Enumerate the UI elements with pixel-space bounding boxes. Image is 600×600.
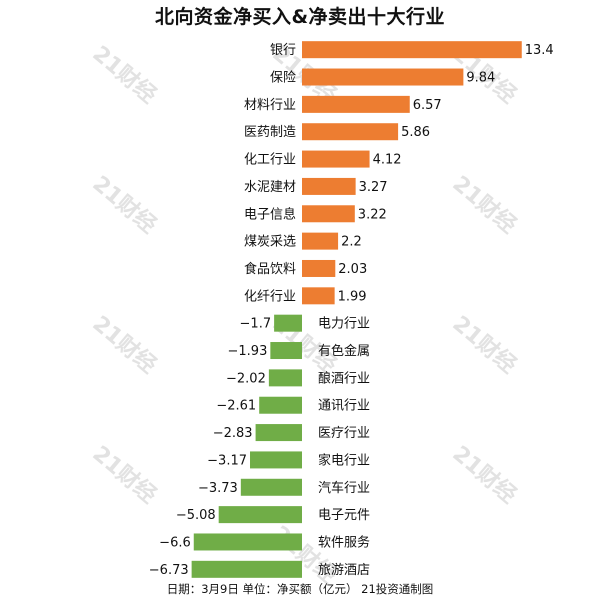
bar-negative xyxy=(259,396,302,414)
bar-negative xyxy=(255,424,302,442)
bar-positive xyxy=(302,150,370,168)
bar-negative xyxy=(240,478,302,496)
bar-negative xyxy=(218,506,302,524)
value-label: −2.61 xyxy=(216,399,256,414)
category-label: 化纤行业 xyxy=(244,289,296,304)
value-label: −5.08 xyxy=(176,508,216,523)
value-label: −1.93 xyxy=(228,344,268,359)
category-label: 旅游酒店 xyxy=(318,563,370,578)
value-label: 13.4 xyxy=(525,43,554,58)
chart-title: 北向资金净买入&净卖出十大行业 xyxy=(154,6,446,28)
bar-positive xyxy=(302,259,336,277)
category-label: 医疗行业 xyxy=(318,426,370,441)
category-label: 酿酒行业 xyxy=(318,370,370,386)
bar-negative xyxy=(193,533,302,551)
value-label: 9.84 xyxy=(466,71,495,86)
value-label: −2.02 xyxy=(226,371,266,386)
bar-negative xyxy=(250,451,302,469)
category-label: 医药制造 xyxy=(244,125,296,140)
watermark-text: 21财经 xyxy=(88,441,162,509)
bar-negative xyxy=(274,314,302,332)
value-label: 3.27 xyxy=(359,180,388,195)
bar-negative xyxy=(191,560,302,578)
value-label: 6.57 xyxy=(413,98,442,113)
watermark-text: 21财经 xyxy=(88,41,162,109)
value-label: −3.17 xyxy=(207,453,247,468)
footer-note: 日期：3月9日 单位：净买额（亿元） 21投资通制图 xyxy=(166,582,434,596)
bar-positive xyxy=(302,232,339,250)
category-label: 通讯行业 xyxy=(318,399,370,414)
bars-layer: 银行 13.4 保险 9.84 材料行业 6.57 医药制造 5.86 化工行业 4.12 水泥建材… xyxy=(149,41,554,578)
watermark-text: 21财经 xyxy=(448,171,522,239)
watermark-text: 21财经 xyxy=(88,171,162,239)
bar-positive xyxy=(302,95,410,113)
category-label: 家电行业 xyxy=(318,452,370,468)
bar-positive xyxy=(302,123,399,141)
value-label: −6.6 xyxy=(159,535,191,550)
category-label: 电子信息 xyxy=(244,206,296,222)
category-label: 电力行业 xyxy=(318,317,370,332)
watermark-text: 21财经 xyxy=(268,521,342,589)
category-label: 材料行业 xyxy=(244,98,296,113)
category-label: 化工行业 xyxy=(244,153,296,168)
value-label: 2.2 xyxy=(341,235,362,250)
category-label: 软件服务 xyxy=(318,534,370,550)
category-label: 有色金属 xyxy=(318,343,370,359)
category-label: 汽车行业 xyxy=(318,480,370,496)
watermark-text: 21财经 xyxy=(448,311,522,379)
watermark-text: 21财经 xyxy=(448,441,522,509)
value-label: 3.22 xyxy=(358,207,387,222)
watermark-text: 21财经 xyxy=(88,311,162,379)
bar-positive xyxy=(302,287,335,305)
value-label: −6.73 xyxy=(149,563,189,578)
bar-positive xyxy=(302,41,522,59)
bar-positive xyxy=(302,68,464,86)
category-label: 煤炭采选 xyxy=(244,235,296,250)
category-label: 食品饮料 xyxy=(244,261,296,277)
bar-negative xyxy=(270,342,302,360)
category-label: 银行 xyxy=(270,43,296,58)
value-label: 5.86 xyxy=(401,125,430,140)
value-label: 4.12 xyxy=(373,153,402,168)
value-label: −2.83 xyxy=(213,426,253,441)
value-label: −1.7 xyxy=(240,317,272,332)
bar-negative xyxy=(268,369,302,387)
category-label: 水泥建材 xyxy=(244,180,296,195)
category-label: 保险 xyxy=(270,71,296,86)
value-label: 2.03 xyxy=(338,262,367,277)
category-label: 电子元件 xyxy=(318,508,370,523)
bar-positive xyxy=(302,205,355,223)
value-label: −3.73 xyxy=(198,481,238,496)
value-label: 1.99 xyxy=(338,289,367,304)
bar-positive xyxy=(302,177,356,195)
